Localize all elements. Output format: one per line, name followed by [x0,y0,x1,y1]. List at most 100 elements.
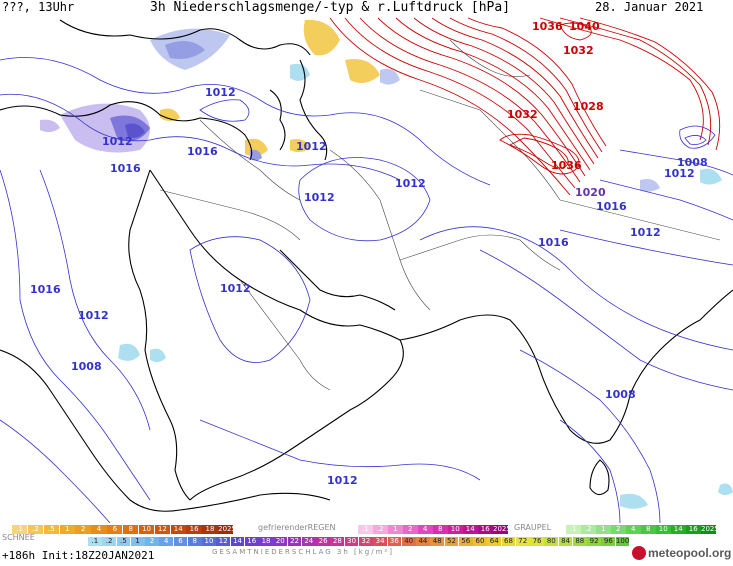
total-precip-cell: 34 [373,537,387,546]
total-precip-cell: 64 [487,537,502,546]
snow-legend-cell: 1 [59,525,75,534]
freezing-rain-label: gefrierenderREGEN [258,523,336,532]
total-precip-cell: .1 [88,537,102,546]
graupel-cell: 2 [611,525,626,534]
total-precip-cell: 2 [145,537,159,546]
freezing-rain-cell: 10 [448,525,463,534]
graupel-cell: 2025+ [701,525,725,534]
graupel-cell: .1 [566,525,581,534]
snow-legend-cell: 8 [123,525,139,534]
isobar-label: 1012 [630,226,661,239]
snow-legend-cell: 10 [138,525,155,534]
total-precip-cell: 48 [430,537,445,546]
total-precip-cell: 88 [572,537,587,546]
total-precip-cell: 100 [615,537,630,546]
total-precip-cell: 52 [444,537,459,546]
isobar-label: 1036 [551,159,582,172]
freezing-rain-cell: 2 [403,525,418,534]
coastlines [0,19,733,512]
total-precip-cell: 28 [330,537,345,546]
total-precip-cell: 10 [202,537,216,546]
total-precip-cell: 1 [130,537,145,546]
freezing-rain-cell: 8 [433,525,448,534]
total-precip-cell: 14 [230,537,245,546]
low-pressure-isobars [0,57,733,523]
graupel-label: GRAUPEL [514,523,552,532]
isobar-label: 1008 [677,156,708,169]
snow-legend-cell: 4 [91,525,107,534]
isobar-label: 1012 [220,282,251,295]
total-precip-cell: 92 [587,537,601,546]
isobar-label: 1020 [575,186,606,199]
total-precip-label: GESAMTNIEDERSCHLAG 3h [kg/m²] [212,548,394,556]
graupel-cell: 16 [686,525,701,534]
total-precip-cell: 30 [344,537,359,546]
snow-legend-cell: 2 [75,525,91,534]
isobar-label: 1016 [187,145,218,158]
isobar-label: 1032 [507,108,538,121]
freezing-rain-cell: .1 [358,525,373,534]
total-precip-cell: 72 [515,537,530,546]
run-info: +186h Init:18Z20JAN2021 [2,549,155,562]
snow-legend-cell: 12 [154,525,171,534]
isobar-label: 1012 [296,140,327,153]
freezing-rain-cell: 2025+ [493,525,517,534]
graupel-cell: 14 [671,525,686,534]
isobar-label: 1012 [327,474,358,487]
total-precip-cell: 6 [173,537,188,546]
total-precip-cell: 26 [316,537,330,546]
isobar-label: 1008 [605,388,636,401]
total-precip-cell: 12 [216,537,231,546]
freezing-rain-cell: 16 [478,525,493,534]
freezing-rain-cell: 4 [418,525,433,534]
total-precip-cell: .2 [102,537,116,546]
freezing-rain-cell: 14 [463,525,478,534]
snow-legend-cell: 14 [170,525,186,534]
total-precip-cell: 24 [301,537,316,546]
isobar-label: 1012 [395,177,426,190]
precipitation-areas [40,19,733,509]
page-title: 3h Niederschlagsmenge/-typ & r.Luftdruck… [150,0,511,15]
total-precip-cell: 56 [458,537,473,546]
freezing-rain-cell: 1 [388,525,403,534]
high-pressure-isobars [329,17,721,196]
isobar-label: 1008 [71,360,102,373]
isobar-label: 1012 [78,309,109,322]
freezing-rain-cell: .2 [373,525,388,534]
graupel-cell: 1 [596,525,611,534]
isobar-label: 1040 [569,20,600,33]
run-label: ???, 13Uhr [2,0,75,14]
graupel-cell: 8 [641,525,656,534]
total-precip-cell: 18 [259,537,273,546]
snow-legend-label: SCHNEE [2,533,35,542]
isobar-label: 1016 [596,200,627,213]
snow-legend-cell: .5 [43,525,60,534]
total-precip-cell: 84 [558,537,573,546]
logo[interactable]: meteopool.org [648,546,732,560]
legend: .1.2.5 1 2 4 6 8 10 12 14 16 18 2025+ SCHNEE gefrie… [0,523,733,566]
borders [159,39,721,391]
total-precip-cell: 60 [473,537,487,546]
isobar-label: 1012 [102,135,133,148]
graupel-cell: .2 [581,525,596,534]
isobar-label: 1016 [538,236,569,249]
total-precip-cell: 4 [159,537,174,546]
snow-legend-cell: .2 [27,525,44,534]
total-precip-cell: 80 [544,537,559,546]
isobar-label: 1012 [664,167,695,180]
total-precip-cell: 22 [287,537,302,546]
total-precip-cell: 76 [530,537,544,546]
total-precip-cell: 44 [416,537,430,546]
snow-legend-cell: 2025+ [218,525,242,534]
total-precip-cell: 20 [273,537,288,546]
snow-legend-cell: 16 [186,525,202,534]
total-precip-cell: 32 [359,537,373,546]
snow-legend-cell: 18 [202,525,218,534]
total-precip-cell: 96 [601,537,616,546]
weather-map: 1040103610321028103210361020101610081012… [0,17,733,523]
total-precip-cell: .5 [116,537,131,546]
total-precip-cell: 36 [387,537,402,546]
total-precip-cell: 68 [501,537,516,546]
meteopool-logo-icon [632,546,646,560]
graupel-cell: 4 [626,525,641,534]
